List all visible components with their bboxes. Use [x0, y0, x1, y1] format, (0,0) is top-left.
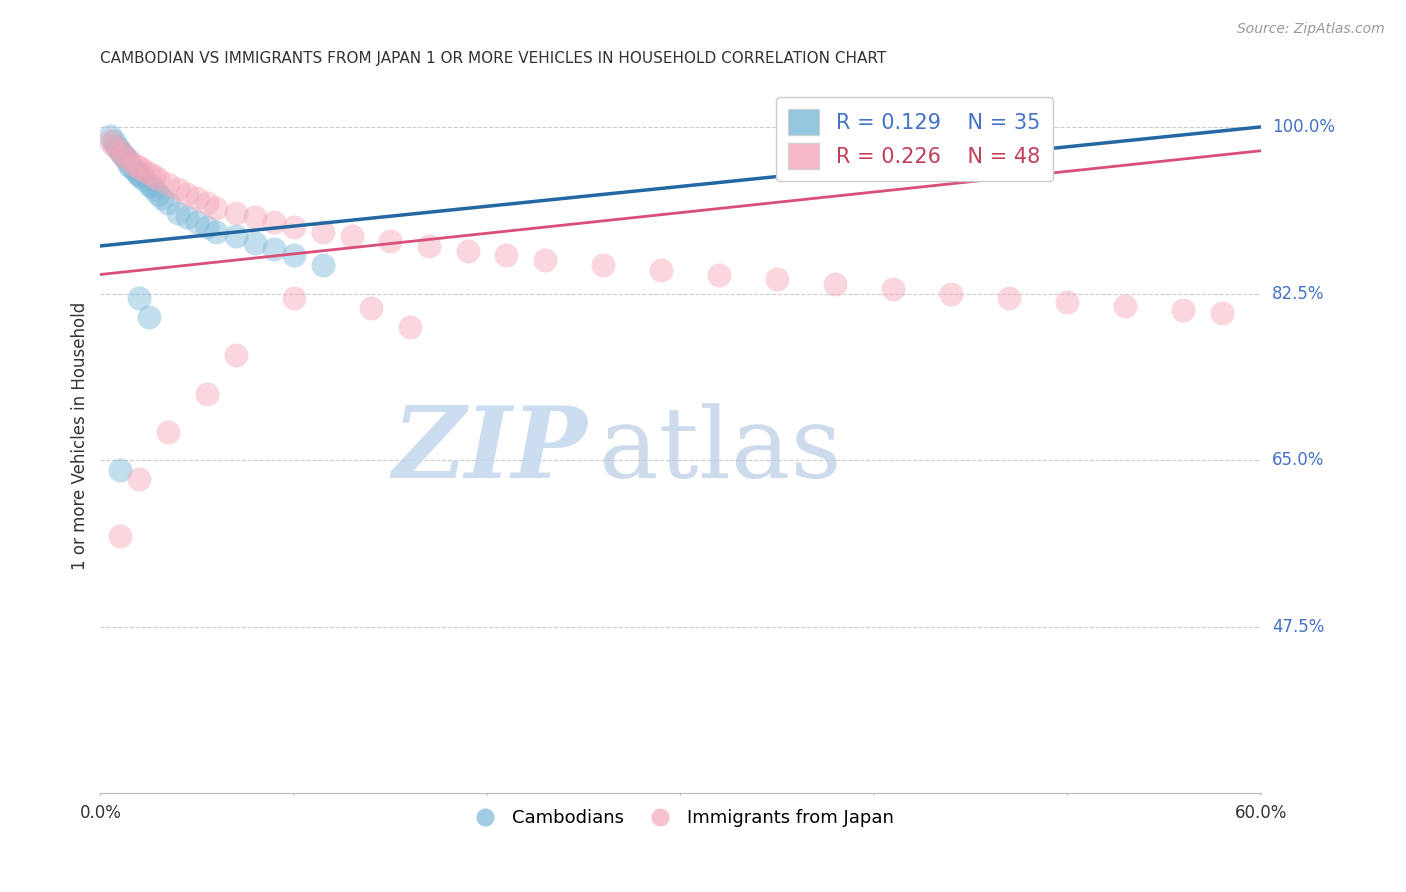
Point [592, 258, 614, 272]
Text: 0.0%: 0.0% [79, 805, 121, 822]
Point [1173, 302, 1195, 317]
Point [1056, 295, 1078, 310]
Point [124, 158, 146, 172]
Point [112, 148, 135, 162]
Point [824, 277, 846, 291]
Point [132, 162, 155, 177]
Point [195, 196, 218, 211]
Text: ZIP: ZIP [392, 402, 588, 499]
Point [128, 168, 150, 182]
Point [157, 425, 180, 439]
Point [128, 472, 150, 486]
Point [283, 291, 305, 305]
Point [176, 186, 198, 201]
Point [457, 244, 479, 258]
Text: CAMBODIAN VS IMMIGRANTS FROM JAPAN 1 OR MORE VEHICLES IN HOUSEHOLD CORRELATION C: CAMBODIAN VS IMMIGRANTS FROM JAPAN 1 OR … [100, 51, 887, 66]
Point [143, 182, 166, 196]
Point [150, 191, 173, 205]
Point [129, 169, 152, 184]
Text: 82.5%: 82.5% [1272, 285, 1324, 302]
Point [1114, 299, 1136, 313]
Point [283, 219, 305, 234]
Point [186, 215, 208, 229]
Point [882, 282, 904, 296]
Point [398, 319, 420, 334]
Point [263, 242, 285, 256]
Point [650, 262, 672, 277]
Text: atlas: atlas [599, 402, 842, 499]
Point [941, 286, 963, 301]
Point [243, 211, 266, 225]
Point [225, 348, 247, 362]
Point [138, 310, 160, 325]
Point [312, 258, 335, 272]
Point [157, 196, 180, 211]
Point [127, 166, 149, 180]
Point [195, 219, 218, 234]
Point [340, 229, 363, 244]
Text: 100.0%: 100.0% [1272, 118, 1334, 136]
Point [138, 177, 160, 191]
Point [205, 201, 228, 215]
Point [176, 211, 198, 225]
Point [120, 160, 142, 174]
Point [166, 182, 188, 196]
Point [103, 139, 125, 153]
Point [243, 236, 266, 251]
Point [380, 234, 402, 248]
Point [225, 229, 247, 244]
Point [148, 186, 170, 201]
Point [118, 153, 141, 168]
Point [111, 146, 134, 161]
Legend: Cambodians, Immigrants from Japan: Cambodians, Immigrants from Japan [460, 802, 901, 834]
Point [534, 253, 557, 268]
Point [98, 134, 121, 148]
Text: 65.0%: 65.0% [1272, 451, 1324, 469]
Point [205, 225, 228, 239]
Point [114, 150, 136, 164]
Point [138, 166, 160, 180]
Point [998, 291, 1021, 305]
Point [195, 386, 218, 401]
Point [118, 158, 141, 172]
Point [103, 134, 125, 148]
Point [263, 215, 285, 229]
Text: 47.5%: 47.5% [1272, 618, 1324, 636]
Point [157, 177, 180, 191]
Point [225, 205, 247, 219]
Text: Source: ZipAtlas.com: Source: ZipAtlas.com [1237, 22, 1385, 37]
Text: 60.0%: 60.0% [1234, 805, 1286, 822]
Point [108, 144, 131, 158]
Point [148, 172, 170, 186]
Point [283, 248, 305, 262]
Point [124, 162, 146, 177]
Point [107, 141, 129, 155]
Point [108, 144, 131, 158]
Point [1211, 305, 1233, 319]
Point [143, 169, 166, 184]
Point [128, 160, 150, 174]
Point [709, 268, 731, 282]
Point [360, 301, 382, 315]
Point [117, 153, 139, 168]
Point [766, 272, 789, 286]
Point [108, 463, 131, 477]
Point [186, 191, 208, 205]
Y-axis label: 1 or more Vehicles in Household: 1 or more Vehicles in Household [72, 302, 89, 571]
Point [166, 205, 188, 219]
Point [132, 172, 155, 186]
Point [98, 129, 121, 144]
Point [128, 291, 150, 305]
Point [312, 225, 335, 239]
Point [418, 239, 440, 253]
Point [108, 529, 131, 543]
Point [112, 148, 135, 162]
Point [104, 139, 127, 153]
Point [139, 178, 162, 193]
Point [495, 248, 517, 262]
